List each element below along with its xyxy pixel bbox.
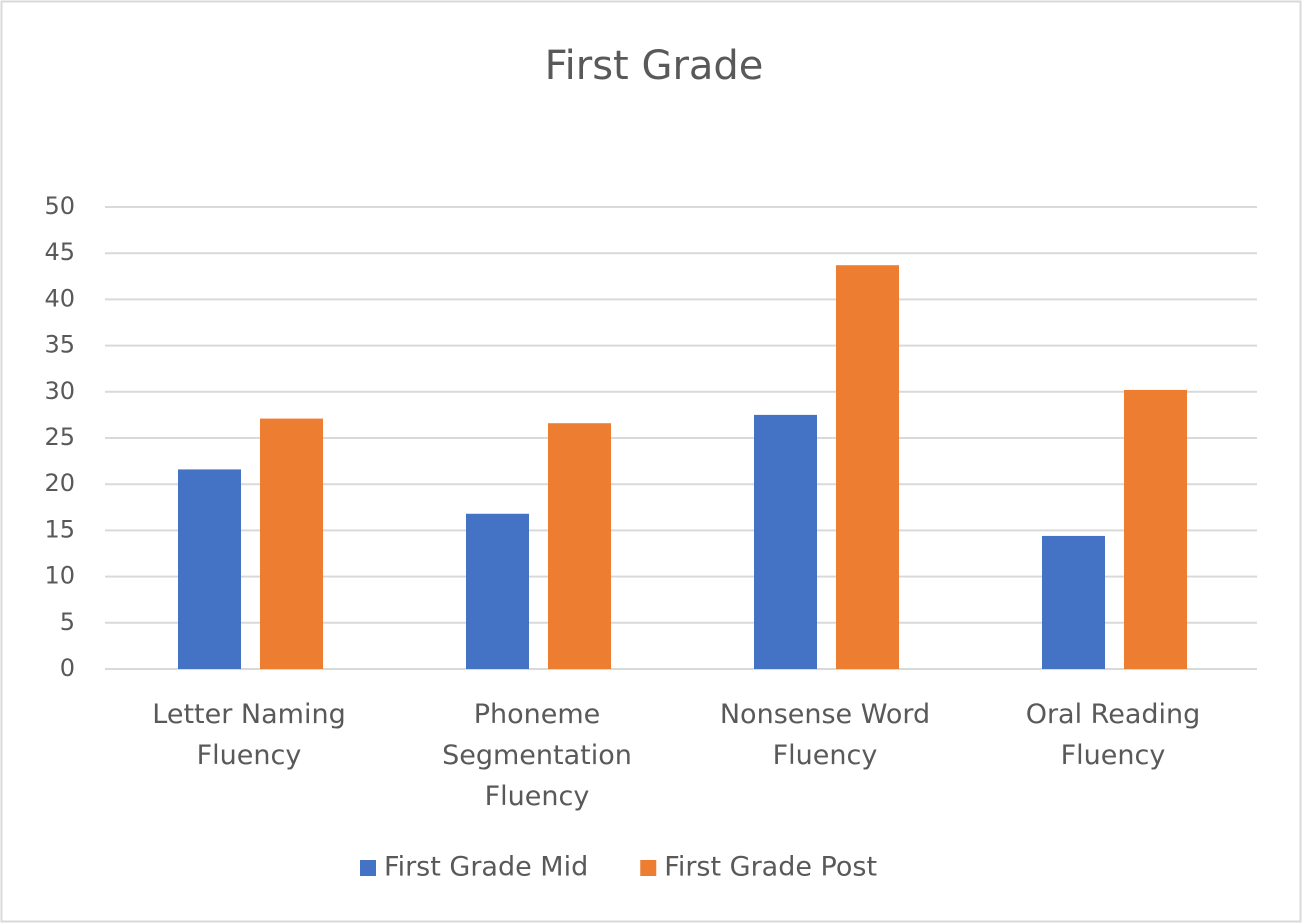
bar [466, 513, 529, 669]
x-tick-label: Letter Naming Fluency [152, 699, 345, 771]
legend-swatch [360, 860, 376, 876]
x-tick-label: Oral Reading Fluency [1026, 699, 1201, 771]
bar [260, 418, 323, 669]
bar [548, 423, 611, 669]
bar [1124, 389, 1187, 669]
y-tick-label: 50 [44, 192, 75, 220]
y-tick-label: 45 [44, 238, 75, 266]
x-tick-label: Nonsense Word Fluency [720, 699, 930, 771]
x-tick-label: Phoneme Segmentation Fluency [442, 699, 632, 812]
y-tick-label: 10 [44, 562, 75, 590]
y-tick-label: 15 [44, 515, 75, 543]
bar [1042, 535, 1105, 669]
y-tick-label: 30 [44, 377, 75, 405]
y-tick-label: 20 [44, 469, 75, 497]
bar [754, 414, 817, 669]
y-tick-label: 0 [60, 654, 75, 682]
y-tick-label: 25 [44, 423, 75, 451]
legend-label: First Grade Mid [384, 852, 588, 883]
chart-title: First Grade [545, 43, 764, 89]
bar [178, 469, 241, 669]
legend-swatch [640, 860, 657, 876]
bar [836, 265, 899, 669]
y-tick-label: 5 [60, 608, 75, 636]
y-tick-label: 40 [44, 284, 75, 312]
y-tick-label: 35 [44, 331, 75, 359]
legend-label: First Grade Post [664, 852, 877, 883]
